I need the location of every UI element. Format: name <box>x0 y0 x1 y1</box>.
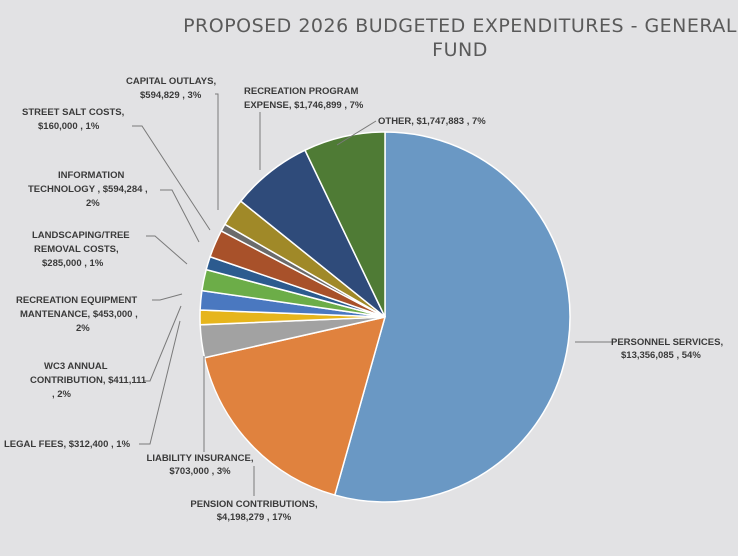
slice-label-6: RECREATION EQUIPMENT MANTENANCE, $453,000… <box>16 295 138 334</box>
chart-title: PROPOSED 2026 BUDGETED EXPENDITURES - GE… <box>150 14 738 62</box>
slice-label-3: LIABILITY INSURANCE, $703,000 , 3% <box>147 453 254 477</box>
slice-label-5: WC3 ANNUAL CONTRIBUTION, $411,111, 2% <box>30 361 147 400</box>
leader-line-5 <box>144 305 182 382</box>
slice-label-10: CAPITAL OUTLAYS, $594,829 , 3% <box>126 76 216 101</box>
pie-slice-1 <box>333 131 571 503</box>
leader-line-10 <box>215 93 219 210</box>
slice-label-4: LEGAL FEES, $312,400 , 1% <box>4 439 131 450</box>
slice-label-8: INFORMATION TECHNOLOGY , $594,284 , 2% <box>28 170 148 209</box>
chart-title-line-1: PROPOSED 2026 BUDGETED EXPENDITURES - GE… <box>183 15 737 37</box>
slice-label-12: OTHER, $1,747,883 , 7% <box>378 116 486 127</box>
pie-slice-2 <box>203 315 387 496</box>
slice-label-7: LANDSCAPING/TREE REMOVAL COSTS, $285,000 ,… <box>32 230 130 269</box>
slice-label-11: RECREATION PROGRAM EXPENSE, $1,746,899 , … <box>244 86 364 111</box>
leader-line-6 <box>152 293 183 301</box>
leader-line-4 <box>139 320 181 445</box>
slice-label-2: PENSION CONTRIBUTIONS, $4,198,279 , 17% <box>190 499 317 523</box>
slice-label-1: PERSONNEL SERVICES, $13,356,085 , 54% <box>611 337 723 361</box>
chart-title-line-2: FUND <box>432 39 488 61</box>
slice-label-9: STREET SALT COSTS, $160,000 , 1% <box>22 107 124 132</box>
pie-slice-12 <box>304 131 386 318</box>
leader-line-12 <box>336 120 377 146</box>
leader-line-8 <box>160 189 200 243</box>
leader-line-7 <box>146 235 188 265</box>
leader-line-9 <box>132 125 211 231</box>
